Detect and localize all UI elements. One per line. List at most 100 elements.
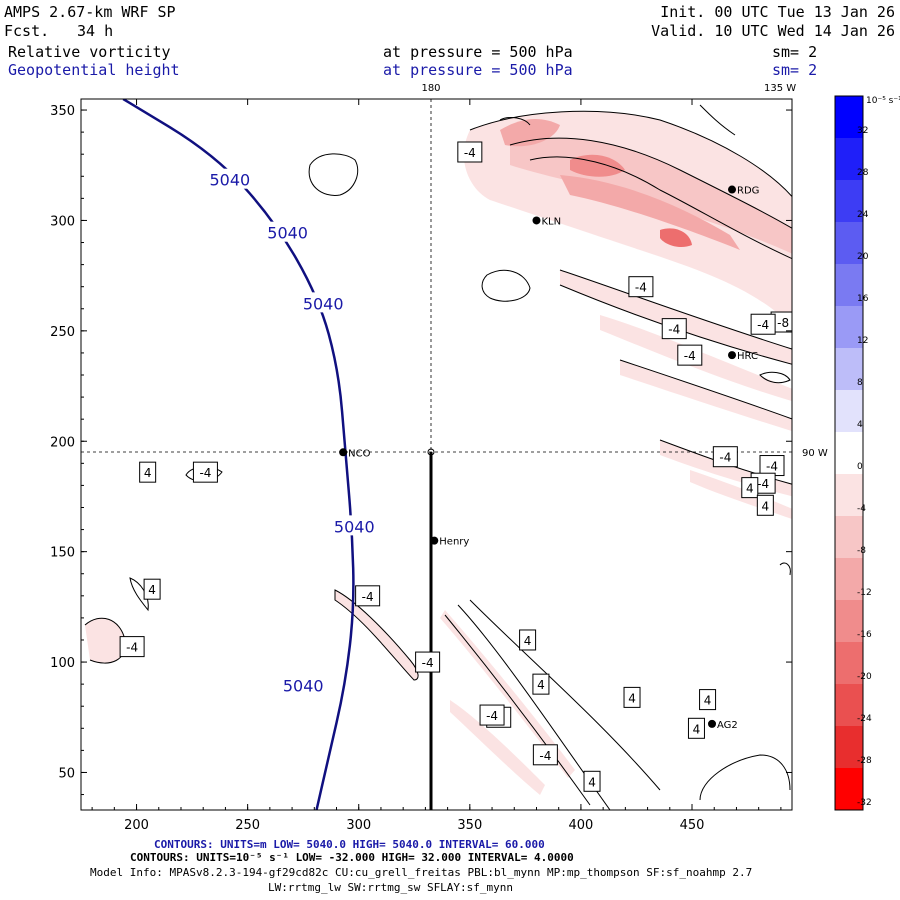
colorbar-tick-label: -12 — [857, 588, 872, 598]
vorticity-label-box — [661, 318, 687, 340]
x-tick-label: 300 — [346, 818, 371, 833]
footer-height-contours: CONTOURS: UNITS=m LOW= 5040.0 HIGH= 5040… — [154, 838, 545, 851]
vorticity-contour-label: -4 — [668, 323, 680, 337]
colorbar-tick-label: 4 — [857, 420, 863, 430]
height-label-bg — [279, 674, 328, 695]
height-contour-label: 5040 — [283, 676, 324, 695]
vorticity-label-box — [583, 770, 601, 792]
station-label-henry: Henry — [439, 537, 469, 548]
vorticity-label-box — [532, 673, 550, 695]
colorbar-swatch — [835, 474, 863, 517]
y-tick-label: 200 — [50, 435, 75, 450]
lon-label-135w: 135 W — [764, 83, 796, 94]
vorticity-contour-label: 4 — [144, 466, 152, 480]
vorticity-label-box — [712, 446, 738, 468]
x-tick-label: 250 — [235, 818, 260, 833]
x-tick-label: 450 — [680, 818, 705, 833]
height-contour-label: 5040 — [210, 171, 251, 190]
vorticity-label-box — [677, 344, 703, 366]
lon-label-180: 180 — [421, 83, 440, 94]
vorticity-label-layer: -444-4-4-4-4-4-4444444-4-4-4-4-4-4-444-8… — [119, 141, 792, 792]
station-label-hrc: HRC — [737, 351, 758, 362]
vorticity-contour-label: -4 — [126, 641, 138, 655]
vorticity-contour-label: 4 — [628, 691, 636, 705]
colorbar-frame — [834, 95, 864, 811]
vorticity-contour-label: 4 — [762, 499, 770, 513]
station-label-rdg: RDG — [737, 186, 759, 197]
station-marker-ag2 — [708, 719, 717, 728]
vorticity-contour-label: -4 — [362, 590, 374, 604]
vorticity-contour-label: -8 — [777, 316, 789, 330]
colorbar-swatch — [835, 390, 863, 433]
vorticity-contour-label: -4 — [486, 709, 498, 723]
footer-vorticity-contours: CONTOURS: UNITS=10⁻⁵ s⁻¹ LOW= -32.000 HI… — [130, 851, 574, 864]
vorticity-contour-label: 4 — [704, 694, 712, 708]
station-marker-henry — [430, 536, 439, 545]
vorticity-label-box — [623, 686, 641, 708]
colorbar-swatch — [835, 432, 863, 475]
station-marker-rdg — [728, 185, 737, 194]
station-marker-nco — [339, 448, 348, 457]
vorticity-label-box — [628, 276, 654, 298]
pressure-level-2: at pressure = 500 hPa — [383, 61, 573, 79]
valid-time: Valid. 10 UTC Wed 14 Jan 26 — [651, 22, 895, 40]
vorticity-label-box — [741, 477, 759, 499]
colorbar-swatch — [835, 180, 863, 223]
field-height-title: Geopotential height — [8, 61, 180, 79]
colorbar-swatch — [835, 600, 863, 643]
vorticity-contour-label: 4 — [148, 583, 156, 597]
vorticity-label-box — [355, 585, 381, 607]
vorticity-label-box — [519, 629, 537, 651]
station-layer: NCO Henry RDG KLN HRC AG2 — [339, 185, 759, 731]
y-tick-label: 300 — [50, 214, 75, 229]
smoothing-1: sm= 2 — [772, 43, 817, 61]
station-marker-hrc — [728, 351, 737, 360]
vorticity-contour-label: -4 — [199, 466, 211, 480]
y-tick-label: 150 — [50, 546, 75, 561]
colorbar-swatch — [835, 96, 863, 139]
vorticity-label-box — [457, 141, 483, 163]
colorbar-swatch — [835, 264, 863, 307]
colorbar-tick-label: -8 — [857, 546, 866, 556]
colorbar-swatch — [835, 684, 863, 727]
vorticity-contour-label: -4 — [539, 749, 551, 763]
vorticity-label-box — [192, 461, 218, 483]
vorticity-label-box — [119, 636, 145, 658]
vorticity-contour-label: 4 — [524, 634, 532, 648]
height-contour-label: 5040 — [303, 294, 344, 313]
y-tick-label: 250 — [50, 325, 75, 340]
model-title: AMPS 2.67-km WRF SP — [4, 3, 176, 21]
height-label-bg — [299, 292, 348, 313]
x-tick-label: 200 — [124, 818, 149, 833]
colorbar-tick-label: 0 — [857, 462, 863, 472]
height-label-bg — [205, 168, 254, 189]
colorbar-swatch — [835, 516, 863, 559]
colorbar-swatch — [835, 558, 863, 601]
vorticity-label-box — [687, 717, 705, 739]
vorticity-label-box — [756, 494, 774, 516]
fcst-value: 34 h — [77, 22, 113, 40]
colorbar-swatch — [835, 222, 863, 265]
colorbar-tick-label: -4 — [857, 504, 866, 514]
colorbar-tick-label: -20 — [857, 672, 872, 682]
colorbar-tick-label: -24 — [857, 714, 872, 724]
vorticity-contour-label: 4 — [746, 482, 754, 496]
height-contour-layer: 5040 5040 5040 5040 5040 — [122, 99, 379, 810]
station-label-nco: NCO — [348, 448, 370, 459]
init-time: Init. 00 UTC Tue 13 Jan 26 — [660, 3, 895, 21]
vorticity-contour-label: -4 — [422, 656, 434, 670]
x-tick-label: 350 — [457, 818, 482, 833]
vorticity-contour-label: -4 — [635, 281, 647, 295]
axis-layer: 200 250 300 350 400 450 50 100 150 200 250 300 350 — [50, 99, 792, 833]
colorbar-tick-label: -32 — [857, 798, 872, 808]
vorticity-label-box — [139, 461, 157, 483]
colorbar-swatch — [835, 642, 863, 685]
colorbar-tick-label: -16 — [857, 630, 872, 640]
colorbar-tick-label: 8 — [857, 378, 863, 388]
y-tick-label: 50 — [58, 766, 75, 781]
colorbar-swatch — [835, 306, 863, 349]
height-contour-label: 5040 — [334, 517, 375, 536]
